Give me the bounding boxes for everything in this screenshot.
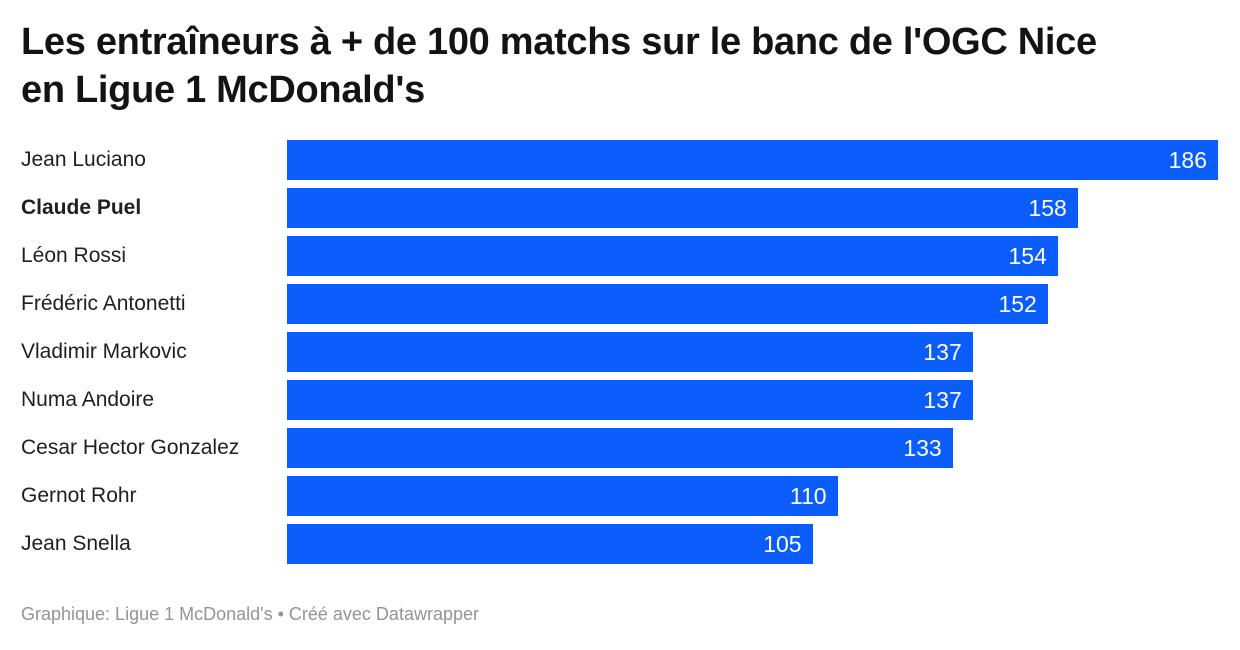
category-label: Numa Andoire xyxy=(21,388,155,411)
chart-title-line-2: en Ligue 1 McDonald's xyxy=(21,69,425,111)
category-label: Gernot Rohr xyxy=(21,484,137,507)
value-label: 152 xyxy=(998,290,1037,317)
value-label: 154 xyxy=(1008,242,1047,269)
value-label: 105 xyxy=(763,530,802,557)
category-label: Claude Puel xyxy=(21,196,142,219)
chart-row: Jean Snella 105 xyxy=(0,520,1240,568)
chart-row: Claude Puel 158 xyxy=(0,184,1240,232)
bar: 133 xyxy=(287,428,953,468)
bar: 105 xyxy=(287,524,813,564)
bar: 110 xyxy=(287,476,838,516)
bar: 186 xyxy=(287,140,1218,180)
chart-footer-credit: Graphique: Ligue 1 McDonald's • Créé ave… xyxy=(21,604,479,624)
chart-row: Gernot Rohr 110 xyxy=(0,472,1240,520)
bar: 137 xyxy=(287,380,973,420)
bar: 152 xyxy=(287,284,1048,324)
value-label: 186 xyxy=(1168,146,1207,173)
bar-track: 154 xyxy=(287,236,1218,276)
bar-track: 105 xyxy=(287,524,1218,564)
category-label: Jean Snella xyxy=(21,532,131,555)
category-label: Cesar Hector Gonzalez xyxy=(21,436,240,459)
chart-row: Jean Luciano 186 xyxy=(0,136,1240,184)
category-label: Frédéric Antonetti xyxy=(21,292,186,315)
bar-track: 110 xyxy=(287,476,1218,516)
category-label: Léon Rossi xyxy=(21,244,127,267)
value-label: 158 xyxy=(1028,194,1067,221)
bar-chart: Jean Luciano 186 Claude Puel 158 Léon Ro… xyxy=(0,136,1240,568)
bar: 154 xyxy=(287,236,1058,276)
bar-track: 158 xyxy=(287,188,1218,228)
value-label: 137 xyxy=(923,338,962,365)
bar-track: 152 xyxy=(287,284,1218,324)
chart-title: Les entraîneurs à + de 100 matchs sur le… xyxy=(21,18,1221,114)
chart-row: Vladimir Markovic 137 xyxy=(0,328,1240,376)
bar: 158 xyxy=(287,188,1078,228)
value-label: 133 xyxy=(903,434,942,461)
value-label: 137 xyxy=(923,386,962,413)
bar: 137 xyxy=(287,332,973,372)
bar-track: 186 xyxy=(287,140,1218,180)
value-label: 110 xyxy=(789,482,827,509)
bar-track: 133 xyxy=(287,428,1218,468)
chart-row: Léon Rossi 154 xyxy=(0,232,1240,280)
category-label: Vladimir Markovic xyxy=(21,340,187,363)
category-label: Jean Luciano xyxy=(21,148,146,171)
chart-row: Numa Andoire 137 xyxy=(0,376,1240,424)
bar-track: 137 xyxy=(287,332,1218,372)
chart-row: Cesar Hector Gonzalez 133 xyxy=(0,424,1240,472)
chart-title-line-1: Les entraîneurs à + de 100 matchs sur le… xyxy=(21,21,1097,63)
chart-row: Frédéric Antonetti 152 xyxy=(0,280,1240,328)
bar-track: 137 xyxy=(287,380,1218,420)
